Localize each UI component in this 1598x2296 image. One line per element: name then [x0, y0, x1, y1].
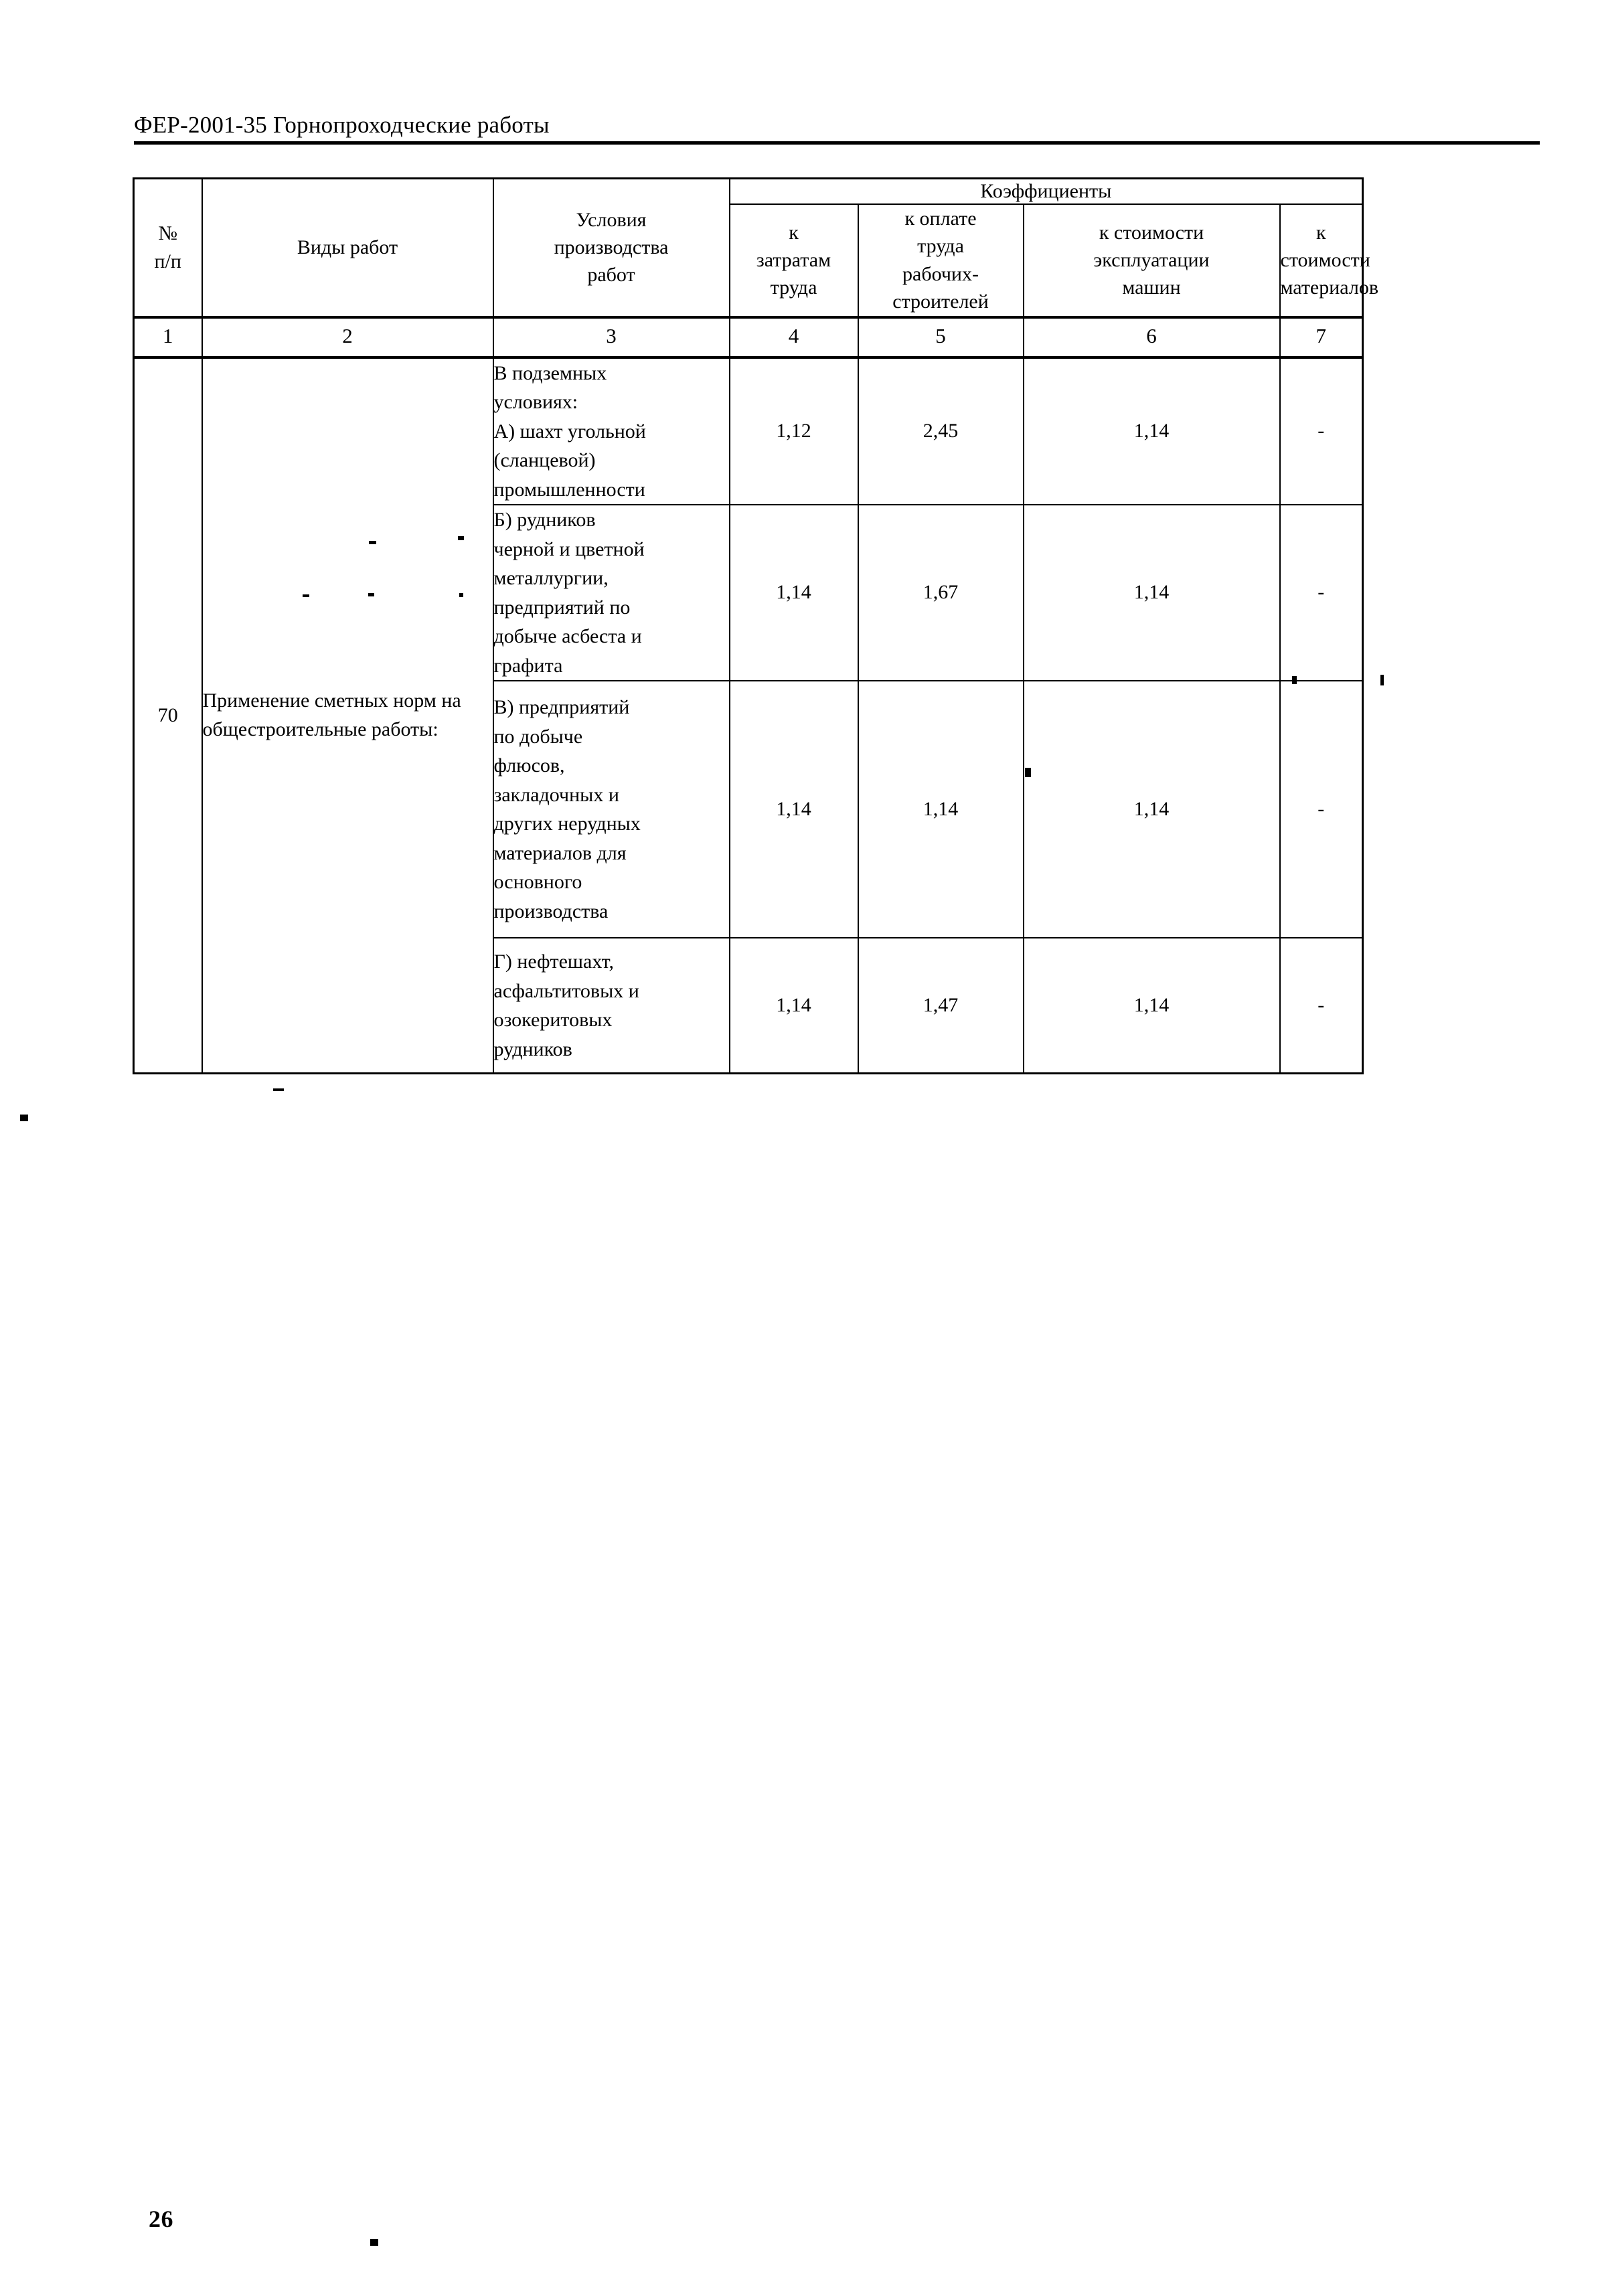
cell-g-k-oplate: 1,47 — [857, 937, 1024, 1074]
column-number-7: 7 — [1279, 315, 1364, 359]
column-header-k-mashiny-line2: эксплуатации — [1093, 249, 1210, 272]
condition-a-line3: А) шахт угольной — [493, 420, 646, 442]
column-header-usloviya-line1: Условия — [576, 208, 647, 231]
condition-b-line1: Б) рудников — [493, 509, 596, 531]
scan-speck — [1380, 675, 1384, 685]
table-body: 70 Применение сметных норм на общестроит… — [133, 356, 1364, 1074]
table-header-row-1: № п/п Виды работ Условия производства ра… — [133, 177, 1364, 318]
column-header-k-zatratam-line1: к — [789, 221, 799, 244]
condition-a-line1: В подземных — [493, 361, 607, 384]
table-row: Г) нефтешахт, асфальтитовых и озокеритов… — [134, 937, 1364, 1074]
condition-b-line4: предприятий по — [493, 596, 631, 619]
row-vid-rabot-70: Применение сметных норм на общестроитель… — [201, 356, 494, 1074]
condition-v-line2: по добыче — [493, 725, 583, 748]
cell-a-k-materialy: - — [1279, 356, 1364, 506]
condition-a-line2: условиях: — [493, 391, 578, 414]
coefficients-table: № п/п Виды работ Условия производства ра… — [133, 177, 1378, 1075]
column-number-5: 5 — [857, 315, 1024, 359]
column-number-6: 6 — [1022, 315, 1281, 359]
cell-b-k-mashiny: 1,14 — [1022, 504, 1281, 682]
condition-b-line5: добыче асбеста и — [493, 625, 642, 648]
column-header-k-mashiny-line3: машин — [1122, 276, 1181, 299]
table-row: Б) рудников черной и цветной металлургии… — [134, 504, 1364, 682]
condition-a-line4: (сланцевой) — [493, 449, 596, 472]
column-header-usloviya-line2: производства — [554, 236, 669, 259]
cell-a-k-mashiny: 1,14 — [1022, 356, 1281, 506]
column-group-header-koefficienty: Коэффициенты — [728, 177, 1364, 205]
condition-v-line8: производства — [493, 900, 609, 922]
condition-v-line6: материалов для — [493, 841, 627, 864]
header-divider — [134, 141, 1540, 145]
cell-b-k-oplate: 1,67 — [857, 504, 1024, 682]
condition-g-line4: рудников — [493, 1038, 572, 1060]
column-header-k-oplate-line3: рабочих- — [902, 262, 979, 285]
cell-g-k-zatratam: 1,14 — [728, 937, 859, 1074]
table-header-row-2: к затратам труда к оплате труда рабочих-… — [134, 203, 1378, 318]
scan-speck — [273, 1088, 284, 1091]
column-header-k-materialy-line2: материалов — [1280, 276, 1379, 299]
condition-v-line7: основного — [493, 871, 582, 894]
column-header-k-oplate-line4: строителей — [892, 291, 989, 313]
cell-v-k-mashiny: 1,14 — [1022, 680, 1281, 939]
cell-condition-b: Б) рудников черной и цветной металлургии… — [492, 504, 730, 682]
cell-g-k-materialy: - — [1279, 937, 1364, 1074]
column-header-k-mashiny-line1: к стоимости — [1099, 221, 1204, 244]
cell-a-k-zatratam: 1,12 — [728, 356, 859, 506]
cell-condition-a: В подземных условиях: А) шахт угольной (… — [492, 356, 730, 506]
column-header-k-zatratam-line3: труда — [770, 276, 817, 299]
column-header-usloviya-line3: работ — [587, 264, 635, 286]
table-column-number-row: 1 2 3 4 5 6 7 — [133, 315, 1364, 359]
cell-condition-v: В) предприятий по добыче флюсов, закладо… — [492, 680, 730, 939]
column-header-k-zatratam-truda: к затратам труда — [728, 203, 859, 318]
cell-v-k-materialy: - — [1279, 680, 1364, 939]
row-number-70: 70 — [133, 356, 203, 1074]
column-header-k-materialy-line1: к стоимости — [1280, 221, 1370, 272]
condition-b-line2: черной и цветной — [493, 538, 645, 560]
condition-v-line5: других нерудных — [493, 813, 641, 835]
column-number-4: 4 — [728, 315, 859, 359]
column-header-k-oplate-line2: труда — [917, 235, 964, 258]
cell-v-k-oplate: 1,14 — [857, 680, 1024, 939]
cell-g-k-mashiny: 1,14 — [1022, 937, 1281, 1074]
column-header-k-zatratam-line2: затратам — [756, 249, 831, 272]
column-header-k-oplate-line1: к оплате — [904, 208, 977, 230]
column-header-no-line1: № — [158, 222, 178, 245]
cell-b-k-zatratam: 1,14 — [728, 504, 859, 682]
column-header-k-stoimosti-materialov: к стоимости материалов — [1279, 203, 1378, 318]
cell-v-k-zatratam: 1,14 — [728, 680, 859, 939]
condition-a-line5: промышленности — [493, 478, 645, 501]
column-number-1: 1 — [133, 315, 203, 359]
condition-b-line3: металлургии, — [493, 567, 609, 590]
cell-b-k-materialy: - — [1279, 504, 1364, 682]
table-head: № п/п Виды работ Условия производства ра… — [133, 177, 1378, 359]
column-header-k-oplate-truda: к оплате труда рабочих- строителей — [857, 203, 1024, 318]
column-header-no: № п/п — [133, 177, 203, 318]
condition-g-line1: Г) нефтешахт, — [493, 951, 614, 973]
column-header-k-stoimosti-mashin: к стоимости эксплуатации машин — [1022, 203, 1281, 318]
column-header-vid-rabot: Виды работ — [201, 177, 494, 318]
condition-v-line1: В) предприятий — [493, 696, 630, 719]
condition-v-line4: закладочных и — [493, 783, 619, 806]
cell-a-k-oplate: 2,45 — [857, 356, 1024, 506]
condition-b-line6: графита — [493, 654, 563, 677]
table-row: 70 Применение сметных норм на общестроит… — [133, 356, 1364, 1074]
coefficients-table-container: № п/п Виды работ Условия производства ра… — [133, 177, 1378, 1075]
page-title: ФЕР-2001-35 Горнопроходческие работы — [134, 112, 550, 138]
cell-condition-g: Г) нефтешахт, асфальтитовых и озокеритов… — [492, 937, 730, 1074]
table-row: В) предприятий по добыче флюсов, закладо… — [134, 680, 1364, 939]
scan-speck — [370, 2239, 378, 2246]
scan-speck — [20, 1115, 28, 1121]
condition-v-line3: флюсов, — [493, 754, 565, 777]
condition-g-line3: озокеритовых — [493, 1009, 613, 1032]
column-header-vid-rabot-label: Виды работ — [297, 236, 398, 259]
column-number-2: 2 — [201, 315, 494, 359]
column-group-header-label: Коэффициенты — [980, 180, 1112, 202]
column-header-usloviya: Условия производства работ — [492, 177, 730, 318]
column-number-3: 3 — [492, 315, 730, 359]
column-header-no-line2: п/п — [154, 250, 181, 272]
running-header: ФЕР-2001-35 Горнопроходческие работы — [134, 112, 1540, 145]
page-number: 26 — [149, 2206, 173, 2232]
condition-g-line2: асфальтитовых и — [493, 979, 639, 1002]
